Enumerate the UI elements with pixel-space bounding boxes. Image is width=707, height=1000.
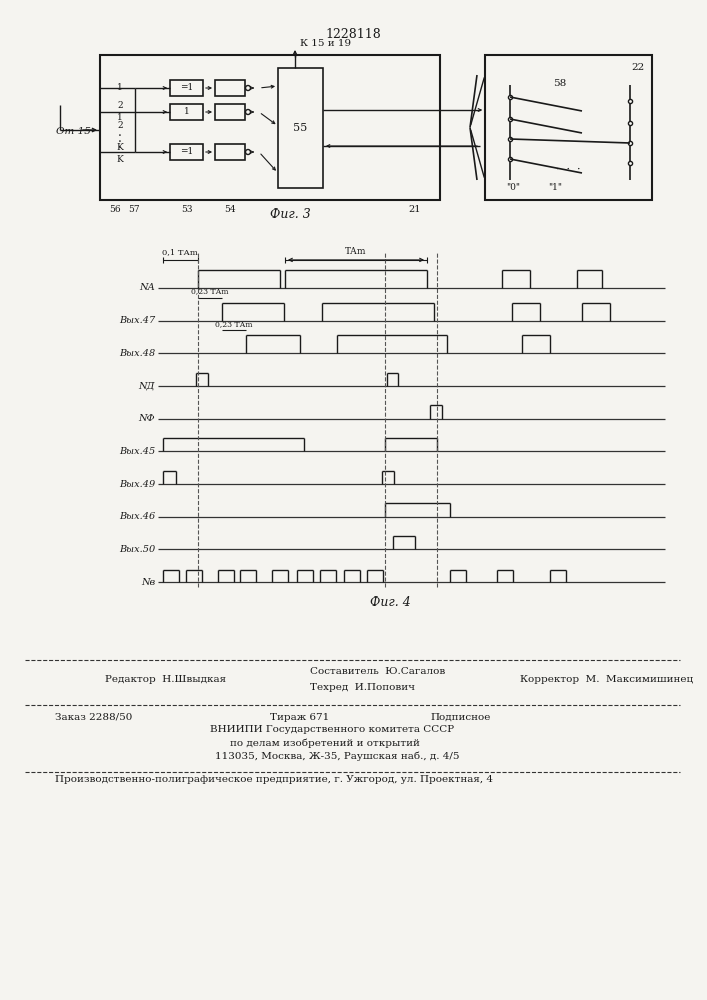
Text: "1": "1" (548, 184, 562, 192)
Bar (215, 104, 245, 120)
Text: ·  ·  ·: · · · (556, 165, 580, 175)
Text: 1: 1 (184, 107, 189, 116)
Text: Производственно-полиграфическое предприятие, г. Ужгород, ул. Проектная, 4: Производственно-полиграфическое предприя… (55, 776, 493, 784)
Text: 22: 22 (631, 62, 645, 72)
Text: 53: 53 (181, 206, 193, 215)
Text: Подписное: Подписное (430, 712, 491, 722)
Text: К 15 и 19: К 15 и 19 (300, 38, 351, 47)
Text: Составитель  Ю.Сагалов: Составитель Ю.Сагалов (310, 668, 445, 676)
Text: ·: · (118, 141, 122, 154)
Text: TАm: TАm (345, 247, 367, 256)
Text: 54: 54 (224, 206, 236, 215)
Text: 2: 2 (117, 121, 123, 130)
Text: 1: 1 (117, 112, 123, 121)
Text: =1: =1 (180, 147, 193, 156)
Text: K: K (117, 142, 124, 151)
Text: ·: · (118, 129, 122, 142)
Text: ВНИИПИ Государственного комитета СССР: ВНИИПИ Государственного комитета СССР (210, 726, 454, 734)
Bar (100, 55, 440, 200)
Text: 0,23 TАm: 0,23 TАm (192, 288, 229, 296)
Text: 2: 2 (117, 102, 123, 110)
Bar (170, 144, 203, 160)
Bar (485, 55, 652, 200)
Text: 57: 57 (128, 206, 140, 215)
Text: Вых.48: Вых.48 (119, 349, 155, 358)
Text: 1: 1 (117, 84, 123, 93)
Bar (170, 80, 203, 96)
Text: Вых.45: Вых.45 (119, 447, 155, 456)
Text: 56: 56 (109, 206, 121, 215)
Text: Тираж 671: Тираж 671 (270, 712, 329, 722)
Text: 0,23 TАm: 0,23 TАm (215, 320, 252, 328)
Bar (170, 104, 203, 120)
Text: 55: 55 (293, 123, 308, 133)
Text: Фиг. 3: Фиг. 3 (269, 209, 310, 222)
Text: "0": "0" (506, 184, 520, 192)
Text: 0,1 TАm: 0,1 TАm (162, 248, 198, 256)
Text: Корректор  М.  Максимишинец: Корректор М. Максимишинец (520, 676, 694, 684)
Bar (215, 80, 245, 96)
Text: =1: =1 (180, 84, 193, 93)
Text: Вых.50: Вых.50 (119, 545, 155, 554)
Text: по делам изобретений и открытий: по делам изобретений и открытий (230, 738, 420, 748)
Text: 21: 21 (409, 206, 421, 215)
Text: ·: · (118, 135, 122, 148)
Text: Техред  И.Попович: Техред И.Попович (310, 682, 415, 692)
Bar (215, 144, 245, 160)
Text: 113035, Москва, Ж-35, Раушская наб., д. 4/5: 113035, Москва, Ж-35, Раушская наб., д. … (215, 751, 460, 761)
Text: NА: NА (139, 283, 155, 292)
Text: 58: 58 (554, 79, 566, 88)
Text: K: K (117, 154, 124, 163)
Text: NФ: NФ (139, 414, 155, 423)
Text: От 15: От 15 (56, 127, 90, 136)
Text: Вых.47: Вых.47 (119, 316, 155, 325)
Text: NД: NД (139, 381, 155, 390)
Text: Заказ 2288/50: Заказ 2288/50 (55, 712, 132, 722)
Text: Nв: Nв (141, 578, 155, 587)
Text: 1228118: 1228118 (325, 28, 381, 41)
Text: Вых.49: Вых.49 (119, 480, 155, 489)
Text: Редактор  Н.Швыдкая: Редактор Н.Швыдкая (105, 676, 226, 684)
Text: Фиг. 4: Фиг. 4 (370, 595, 410, 608)
Text: Вых.46: Вых.46 (119, 512, 155, 521)
Bar (278, 68, 323, 188)
